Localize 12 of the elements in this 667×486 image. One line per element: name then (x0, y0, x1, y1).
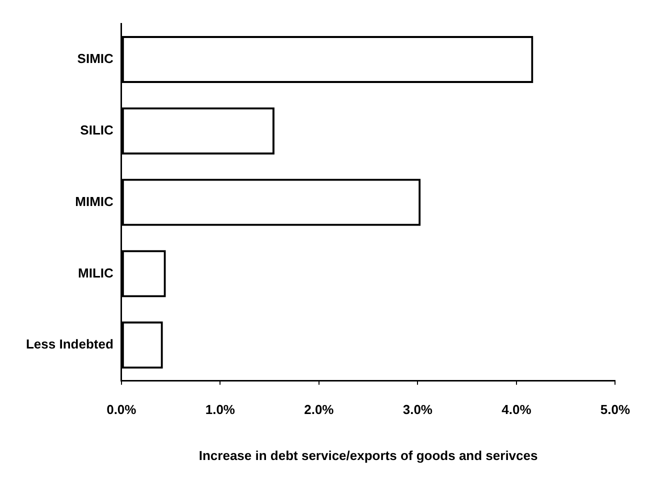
x-tick-label: 1.0% (205, 402, 236, 418)
x-tick-label: 5.0% (600, 402, 630, 418)
x-tick-label: 4.0% (502, 402, 532, 418)
x-tick-label: 2.0% (304, 402, 334, 418)
y-tick-label: SILIC (80, 122, 114, 138)
x-tick-label: 3.0% (402, 402, 433, 418)
y-tick-label: SIMIC (77, 51, 114, 66)
y-tick-label: Less Indebted (26, 336, 114, 352)
y-tick-label: MILIC (78, 265, 114, 280)
y-tick-label: MIMIC (75, 194, 114, 209)
x-tick-label: 0.0% (106, 402, 137, 418)
x-axis-title: Increase in debt service/exports of goods and serivces (198, 448, 538, 463)
